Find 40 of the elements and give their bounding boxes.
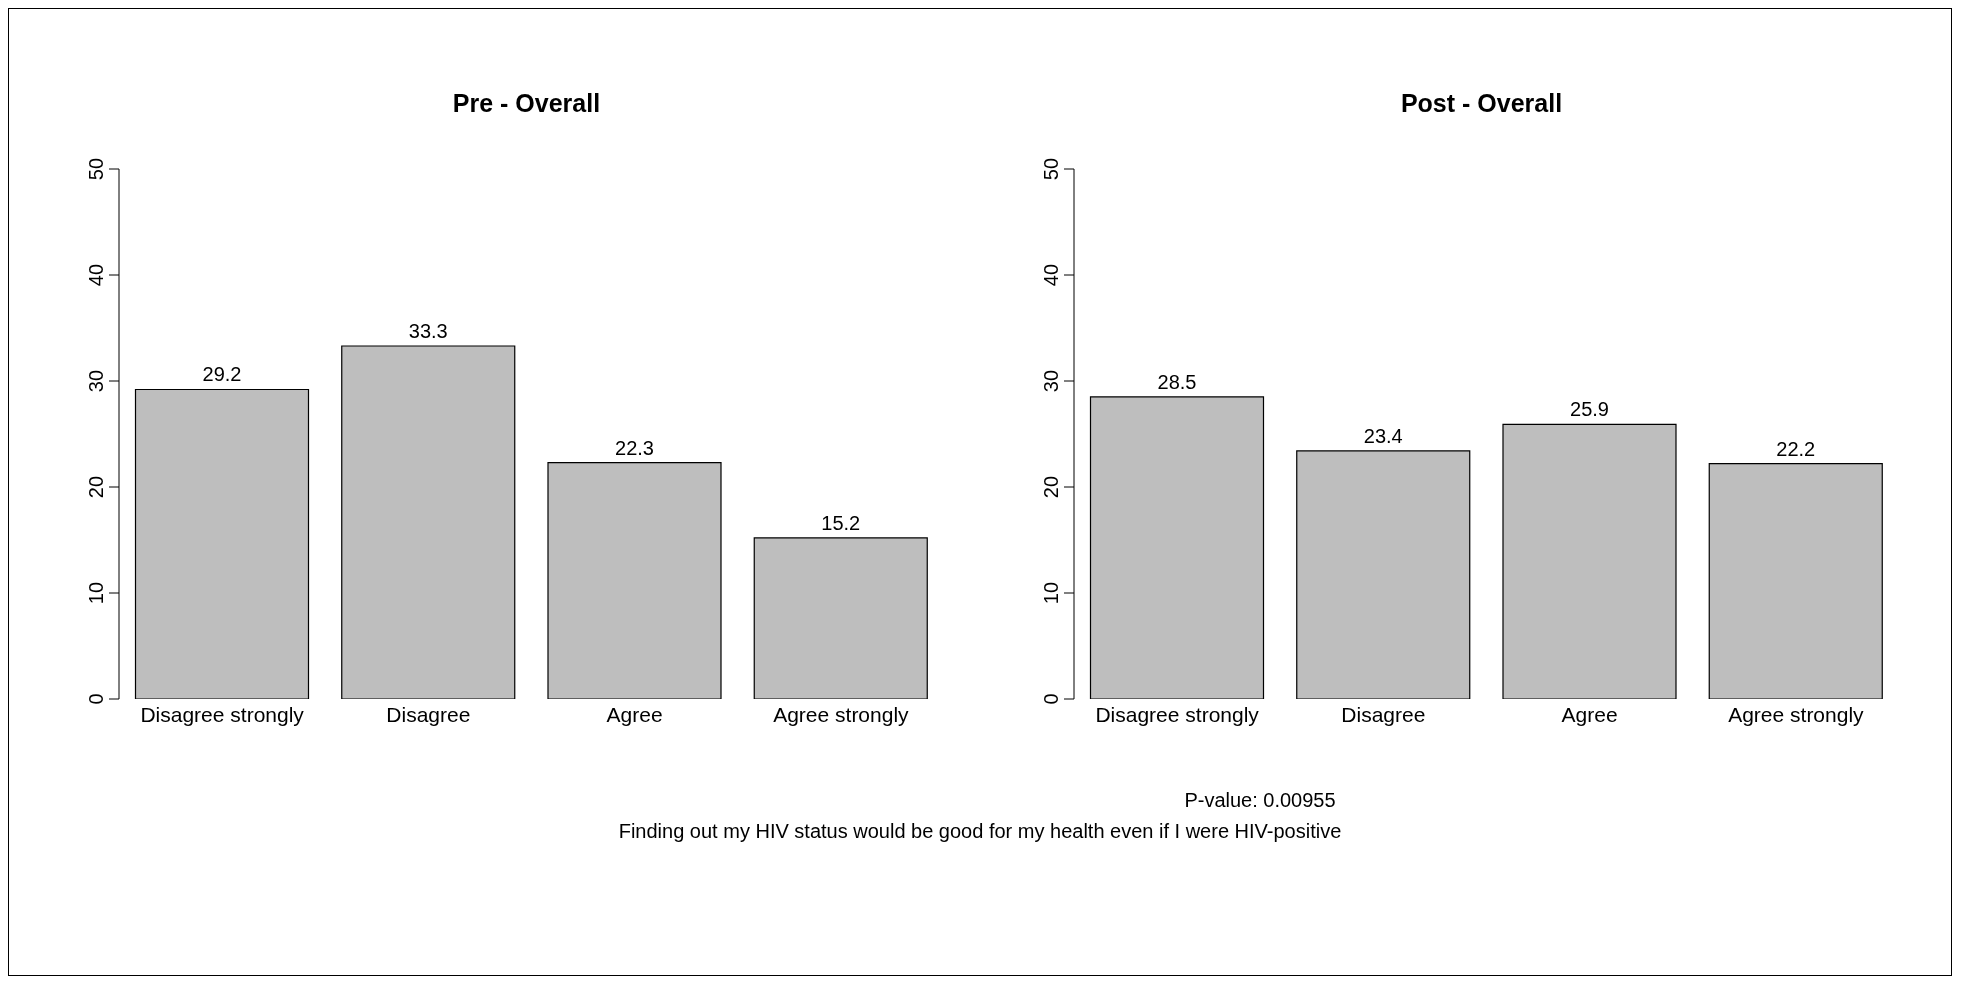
- data-label: 33.3: [408, 320, 448, 343]
- x-tick-label: Disagree strongly: [1095, 702, 1260, 726]
- y-tick-label: 50: [85, 157, 107, 181]
- bar: [1502, 423, 1677, 699]
- y-tick-label: 20: [85, 475, 107, 499]
- y-tick-label: 20: [1040, 475, 1062, 499]
- bar: [1089, 396, 1265, 699]
- bar: [134, 388, 310, 699]
- x-tick-label: Agree strongly: [1728, 702, 1865, 726]
- bar: [753, 537, 928, 699]
- data-label: 23.4: [1363, 424, 1403, 447]
- data-label: 28.5: [1157, 370, 1197, 393]
- y-tick-label: 30: [1040, 369, 1062, 393]
- y-tick-label: 40: [1040, 263, 1062, 287]
- y-tick-label: 50: [1040, 157, 1062, 181]
- y-tick-label: 10: [85, 581, 107, 605]
- data-label: 22.2: [1776, 437, 1816, 460]
- bar: [1296, 450, 1471, 699]
- bar: [341, 345, 516, 699]
- x-tick-label: Disagree: [1341, 702, 1426, 726]
- x-tick-label: Agree strongly: [773, 702, 910, 726]
- bar: [547, 462, 722, 699]
- y-tick-label: 0: [1040, 693, 1062, 705]
- data-label: 29.2: [202, 363, 242, 386]
- chart-title: Pre - Overall: [451, 89, 602, 119]
- y-tick-label: 40: [85, 263, 107, 287]
- y-tick-label: 0: [85, 693, 107, 705]
- data-label: 25.9: [1570, 398, 1609, 421]
- x-tick-label: Agree: [606, 702, 663, 726]
- chart-title: Post - Overall: [1399, 89, 1564, 119]
- x-tick-label: Disagree: [386, 702, 471, 726]
- y-tick-label: 30: [85, 369, 107, 393]
- x-tick-label: Disagree strongly: [140, 702, 305, 726]
- data-label: 22.3: [615, 436, 654, 459]
- y-tick-label: 10: [1040, 581, 1062, 605]
- bar: [1708, 463, 1883, 699]
- x-tick-label: Agree: [1561, 702, 1618, 726]
- text: P-value: 0.00955: [1183, 789, 1337, 812]
- data-label: 15.2: [821, 511, 861, 534]
- text: Finding out my HIV status would be good for my health even if I were HIV-positive: [617, 820, 1343, 843]
